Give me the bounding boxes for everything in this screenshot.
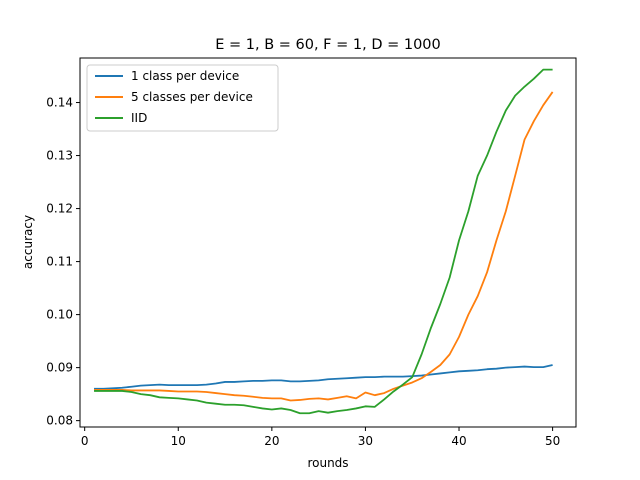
x-tick-label: 50 bbox=[545, 434, 560, 448]
y-tick-label: 0.09 bbox=[46, 361, 73, 375]
y-axis-ticks: 0.08 0.09 0.10 0.11 0.12 0.13 0.14 bbox=[46, 96, 80, 428]
x-tick-label: 0 bbox=[81, 434, 89, 448]
series-line-3 bbox=[94, 68, 553, 415]
legend: 1 class per device 5 classes per device … bbox=[86, 64, 279, 132]
series-line-2 bbox=[94, 91, 554, 402]
plot-lines bbox=[94, 68, 554, 415]
y-tick-label: 0.11 bbox=[46, 255, 73, 269]
legend-frame bbox=[86, 64, 279, 132]
legend-label-3: IID bbox=[131, 111, 147, 125]
y-tick-label: 0.13 bbox=[46, 149, 73, 163]
y-tick-label: 0.10 bbox=[46, 308, 73, 322]
y-axis-label: accuracy bbox=[21, 215, 35, 269]
x-tick-label: 20 bbox=[264, 434, 279, 448]
y-tick-label: 0.12 bbox=[46, 202, 73, 216]
x-axis-label: rounds bbox=[307, 456, 348, 470]
y-tick-label: 0.14 bbox=[46, 96, 73, 110]
legend-label-2: 5 classes per device bbox=[131, 90, 253, 104]
series-line-1 bbox=[94, 364, 553, 390]
x-tick-label: 40 bbox=[451, 434, 466, 448]
x-tick-label: 30 bbox=[358, 434, 373, 448]
plot-frame bbox=[79, 57, 577, 428]
x-axis-ticks: 0 10 20 30 40 50 bbox=[81, 427, 560, 448]
y-tick-label: 0.08 bbox=[46, 414, 73, 428]
chart-title: E = 1, B = 60, F = 1, D = 1000 bbox=[215, 37, 441, 53]
x-tick-label: 10 bbox=[171, 434, 186, 448]
legend-label-1: 1 class per device bbox=[131, 69, 239, 83]
